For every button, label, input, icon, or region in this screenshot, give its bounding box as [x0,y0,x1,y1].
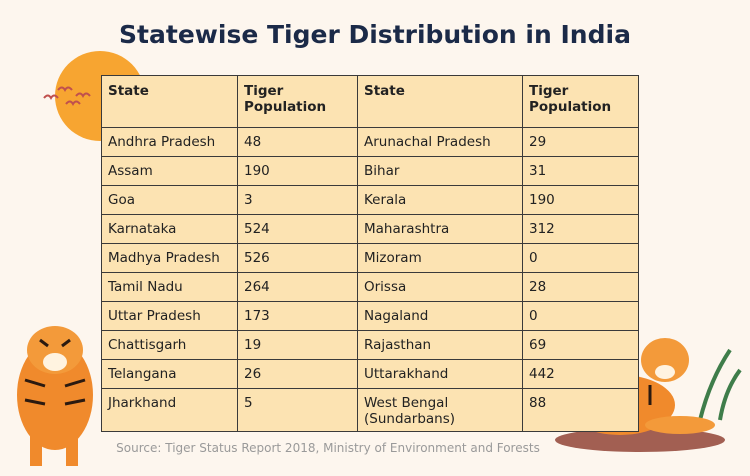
header-cell: State [101,75,238,128]
cell: 3 [237,185,358,215]
cell: 48 [237,127,358,157]
cell: 19 [237,330,358,360]
header-cell: Tiger Population [237,75,358,128]
cell: 28 [522,272,639,302]
cell: 88 [522,388,639,432]
cell: Assam [101,156,238,186]
cell: 526 [237,243,358,273]
table: State Tiger Population State Tiger Populati… [101,75,639,432]
cell: Goa [101,185,238,215]
cell: Rajasthan [357,330,523,360]
header-cell: Tiger Population [522,75,639,128]
cell: Andhra Pradesh [101,127,238,157]
birds [43,86,91,106]
cell: 442 [522,359,639,389]
cell: 29 [522,127,639,157]
row: Tamil Nadu 264 Orissa 28 [101,272,639,302]
cell: Orissa [357,272,523,302]
cell: Tamil Nadu [101,272,238,302]
cell: 190 [522,185,639,215]
row: Karnataka 524 Maharashtra 312 [101,214,639,244]
cell: Chattisgarh [101,330,238,360]
source: Source: Tiger Status Report 2018, Minist… [116,441,540,455]
cell: Arunachal Pradesh [357,127,523,157]
row: Uttar Pradesh 173 Nagaland 0 [101,301,639,331]
row: Jharkhand 5 West Bengal (Sundarbans) 88 [101,388,639,432]
cell: 173 [237,301,358,331]
cell: Uttarakhand [357,359,523,389]
row: Madhya Pradesh 526 Mizoram 0 [101,243,639,273]
cell: Mizoram [357,243,523,273]
cell: Madhya Pradesh [101,243,238,273]
row: Telangana 26 Uttarakhand 442 [101,359,639,389]
header-cell: State [357,75,523,128]
cell: 26 [237,359,358,389]
cell: West Bengal (Sundarbans) [357,388,523,432]
cell: Karnataka [101,214,238,244]
cell: 0 [522,243,639,273]
row: Assam 190 Bihar 31 [101,156,639,186]
cell: Uttar Pradesh [101,301,238,331]
cell: 312 [522,214,639,244]
cell: Nagaland [357,301,523,331]
cell: 5 [237,388,358,432]
cell: 69 [522,330,639,360]
cell: Jharkhand [101,388,238,432]
tiger-left [17,326,93,466]
cell: 524 [237,214,358,244]
cell: 190 [237,156,358,186]
row: Andhra Pradesh 48 Arunachal Pradesh 29 [101,127,639,157]
cell: 31 [522,156,639,186]
row: Chattisgarh 19 Rajasthan 69 [101,330,639,360]
header-row: State Tiger Population State Tiger Populati… [101,75,639,128]
cell: Maharashtra [357,214,523,244]
title: Statewise Tiger Distribution in India [119,20,631,49]
row: Goa 3 Kerala 190 [101,185,639,215]
cell: Kerala [357,185,523,215]
cell: Bihar [357,156,523,186]
cell: Telangana [101,359,238,389]
cell: 0 [522,301,639,331]
cell: 264 [237,272,358,302]
